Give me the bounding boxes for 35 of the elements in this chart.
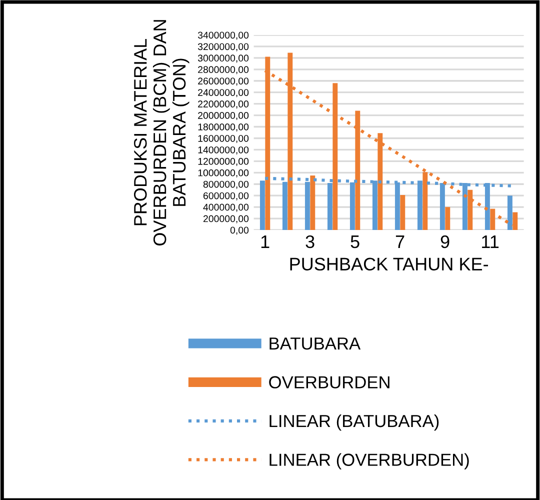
bar xyxy=(310,176,316,230)
y-tick-label: 2400000,00 xyxy=(198,89,249,98)
y-tick-label: 2200000,00 xyxy=(198,100,249,109)
y-tick-label: 600000,00 xyxy=(203,192,249,200)
y-tick-label: 2000000,00 xyxy=(198,112,249,120)
y-tick-label: 1000000,00 xyxy=(198,169,249,178)
y-tick-label: 800000,00 xyxy=(203,180,249,189)
y-tick-label: 2800000,00 xyxy=(198,66,249,74)
y-tick-label: 1800000,00 xyxy=(198,124,249,132)
bar xyxy=(260,180,265,230)
bar xyxy=(445,207,450,230)
y-tick-label: 1200000,00 xyxy=(198,158,249,166)
legend-label: LINEAR (BATUBARA) xyxy=(270,414,439,431)
x-tick-label: 3 xyxy=(306,235,314,248)
y-tick-label: 1600000,00 xyxy=(198,134,249,143)
bar xyxy=(400,195,406,230)
y-tick-label: 2600000,00 xyxy=(198,78,249,86)
y-tick-label: 3400000,00 xyxy=(198,32,249,40)
y-tick-label: 3200000,00 xyxy=(198,43,249,52)
x-tick-label: 1 xyxy=(261,236,270,248)
x-tick-label: 7 xyxy=(396,236,404,248)
x-tick-label: 11 xyxy=(482,236,499,248)
y-tick-label: 400000,00 xyxy=(203,204,249,212)
x-tick-label: 5 xyxy=(350,236,360,248)
y-tick-label: 200000,00 xyxy=(203,215,249,224)
legend-label: BATUBARA xyxy=(270,338,361,350)
x-tick-label: 9 xyxy=(440,235,450,248)
x-axis-title: PUSHBACK TAHUN KE- xyxy=(290,258,488,271)
y-tick-label: 1400000,00 xyxy=(198,146,249,154)
y-tick-label: 0,00 xyxy=(230,226,249,235)
legend-label: OVERBURDEN xyxy=(269,376,390,388)
y-tick-label: 3000000,00 xyxy=(198,54,249,63)
bar xyxy=(507,196,512,230)
legend-label: LINEAR (OVERBURDEN) xyxy=(270,453,469,470)
y-axis-title: PRODUKSI MATERIAL OVERBURDEN (BCM) DAN BATUBARA (TON) xyxy=(134,20,190,246)
